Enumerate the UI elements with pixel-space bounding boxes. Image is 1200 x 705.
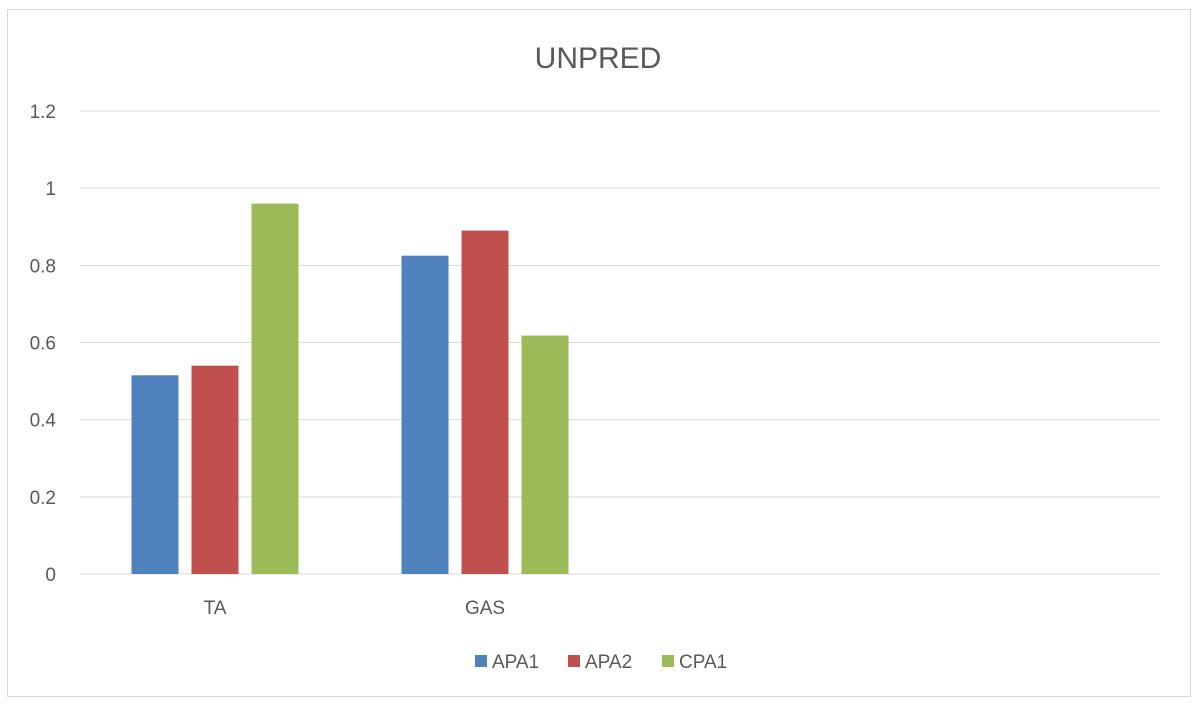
legend-swatch-apa1 (475, 655, 487, 667)
y-tick-label: 0.4 (30, 411, 57, 432)
chart-title: UNPRED (535, 42, 662, 75)
gridlines (80, 110, 1160, 575)
legend-swatch-cpa1 (662, 655, 674, 667)
legend-label-apa2: APA2 (585, 652, 632, 673)
y-tick-label: 1 (45, 179, 56, 200)
y-tick-label: 0 (45, 565, 56, 586)
y-tick-label: 0.2 (30, 488, 56, 509)
bar-apa2-ta (191, 365, 239, 574)
bar-apa1-ta (131, 375, 179, 574)
chart-frame (7, 9, 1191, 697)
bars (131, 203, 569, 574)
bar-apa2-gas (461, 230, 509, 574)
x-axis: TA GAS (204, 598, 506, 619)
x-category-label: GAS (465, 598, 505, 619)
bar-apa1-gas (401, 255, 449, 574)
bar-cpa1-gas (521, 335, 569, 574)
y-tick-label: 0.6 (30, 334, 56, 355)
legend-swatch-apa2 (568, 655, 580, 667)
bar-cpa1-ta (251, 203, 299, 574)
legend-label-apa1: APA1 (492, 652, 539, 673)
y-tick-label: 1.2 (30, 102, 56, 123)
x-category-label: TA (204, 598, 227, 619)
legend: APA1 APA2 CPA1 (475, 652, 727, 673)
legend-label-cpa1: CPA1 (679, 652, 727, 673)
y-tick-label: 0.8 (30, 256, 56, 277)
y-axis: 0 0.2 0.4 0.6 0.8 1 1.2 (30, 102, 57, 586)
